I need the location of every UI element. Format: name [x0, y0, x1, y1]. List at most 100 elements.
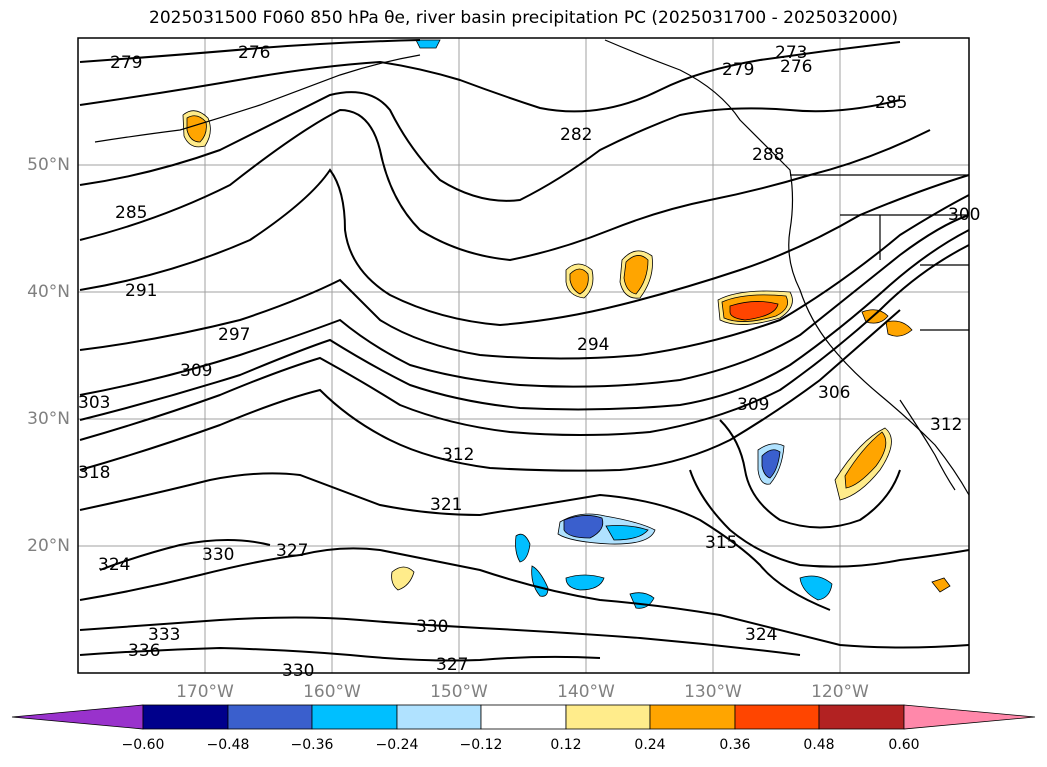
lon-label-120w: 120°W — [811, 682, 869, 702]
colorbar-tick-label: −0.48 — [206, 737, 250, 753]
lat-label-30n: 30°N — [27, 409, 70, 429]
precip-patch-positive — [885, 320, 913, 337]
contour-label: 282 — [560, 125, 592, 145]
colorbar-tick-label: 0.36 — [719, 737, 751, 753]
lat-label-20n: 20°N — [27, 536, 70, 556]
contour-label: 321 — [430, 495, 462, 515]
contour-line — [79, 108, 931, 262]
contour-label: 300 — [948, 205, 980, 225]
contour-line — [79, 547, 970, 649]
colorbar-extend-low — [11, 704, 144, 730]
contour-line — [79, 229, 970, 421]
colorbar-bin — [565, 704, 651, 730]
precip-patch-positive — [569, 268, 589, 295]
contour-label: 294 — [577, 335, 609, 355]
contour-label: 297 — [218, 325, 250, 345]
colorbar-bin — [649, 704, 736, 730]
colorbar-bin — [311, 704, 398, 730]
contour-line — [79, 194, 970, 360]
coastline-baja — [899, 399, 956, 491]
contour-label: 327 — [276, 541, 308, 561]
contour-line — [79, 309, 901, 472]
gridlines — [78, 38, 969, 673]
contour-line — [79, 244, 970, 441]
contour-line — [79, 214, 970, 396]
colorbar-tick-label: −0.24 — [375, 737, 419, 753]
contour-labels: 279 276 273 276 279 285 282 288 285 291 … — [78, 43, 980, 681]
lon-label-150w: 150°W — [430, 682, 488, 702]
contour-label: 336 — [128, 641, 160, 661]
lon-label-130w: 130°W — [684, 682, 742, 702]
colorbar-tick-label: 0.60 — [888, 737, 920, 753]
colorbar-tick-label: −0.36 — [290, 737, 334, 753]
colorbar-bin — [227, 704, 313, 730]
colorbar-bin — [818, 704, 905, 730]
colorbar-bin — [734, 704, 820, 730]
contour-label: 324 — [745, 625, 777, 645]
coastline-alaska-islands — [94, 54, 421, 143]
colorbar-bin — [396, 704, 482, 730]
contour-line — [689, 469, 970, 568]
chart-title: 2025031500 F060 850 hPa θe, river basin … — [149, 8, 898, 28]
precip-patch-negative — [563, 515, 604, 539]
lon-label-170w: 170°W — [176, 682, 234, 702]
contour-line — [99, 539, 271, 571]
coastline-north-america — [604, 39, 970, 496]
precip-patch-positive — [931, 577, 951, 593]
contour-label: 330 — [282, 661, 314, 681]
precip-patch-positive — [861, 309, 889, 324]
contour-label: 276 — [780, 57, 812, 77]
contour-label: 315 — [705, 533, 737, 553]
contour-label: 330 — [202, 545, 234, 565]
contour-label: 285 — [875, 93, 907, 113]
colorbar-bin — [142, 704, 229, 730]
colorbar-bin — [480, 704, 567, 730]
contour-label: 279 — [110, 53, 142, 73]
contour-line — [79, 472, 831, 611]
precip-patch-positive — [391, 566, 415, 591]
colorbar-extend-high — [903, 704, 1036, 730]
lat-label-50n: 50°N — [27, 155, 70, 175]
precip-patch-positive — [186, 115, 207, 143]
precip-patch-positive — [844, 431, 887, 489]
contour-label: 330 — [416, 617, 448, 637]
colorbar-tick-label: −0.12 — [459, 737, 503, 753]
state-boundaries — [790, 174, 969, 331]
contour-label: 291 — [125, 281, 157, 301]
contour-line — [79, 39, 421, 63]
precip-patch-negative — [799, 575, 833, 601]
contour-label: 303 — [78, 393, 110, 413]
contour-label: 306 — [818, 383, 850, 403]
contour-line — [79, 168, 970, 327]
contour-line — [79, 91, 901, 202]
map-frame — [77, 37, 970, 674]
contour-label: 312 — [442, 445, 474, 465]
contour-label: 333 — [148, 625, 180, 645]
precip-patch-negative — [415, 39, 441, 49]
colorbar-tick-label: −0.60 — [121, 737, 165, 753]
colorbar-tick-label: 0.12 — [550, 737, 582, 753]
contour-line — [79, 41, 901, 113]
contour-line — [79, 646, 601, 662]
contour-line — [79, 616, 801, 656]
contour-label: 309 — [737, 395, 769, 415]
contour-label: 276 — [238, 43, 270, 63]
precip-patch-positive — [729, 301, 779, 321]
lat-label-40n: 40°N — [27, 282, 70, 302]
contour-label: 273 — [775, 43, 807, 63]
contour-label: 327 — [436, 655, 468, 675]
lon-label-160w: 160°W — [303, 682, 361, 702]
contour-label: 309 — [180, 361, 212, 381]
coastlines — [94, 39, 970, 496]
colorbar-tick-label: 0.48 — [803, 737, 835, 753]
precip-patch-negative — [761, 449, 781, 479]
lon-label-140w: 140°W — [557, 682, 615, 702]
colorbar-tick-label: 0.24 — [634, 737, 666, 753]
contour-label: 288 — [752, 145, 784, 165]
precip-patch-negative — [565, 574, 605, 591]
contour-label: 324 — [98, 555, 130, 575]
precip-patch-positive — [623, 255, 649, 295]
contour-label: 279 — [722, 60, 754, 80]
precip-patch-negative — [515, 533, 531, 563]
